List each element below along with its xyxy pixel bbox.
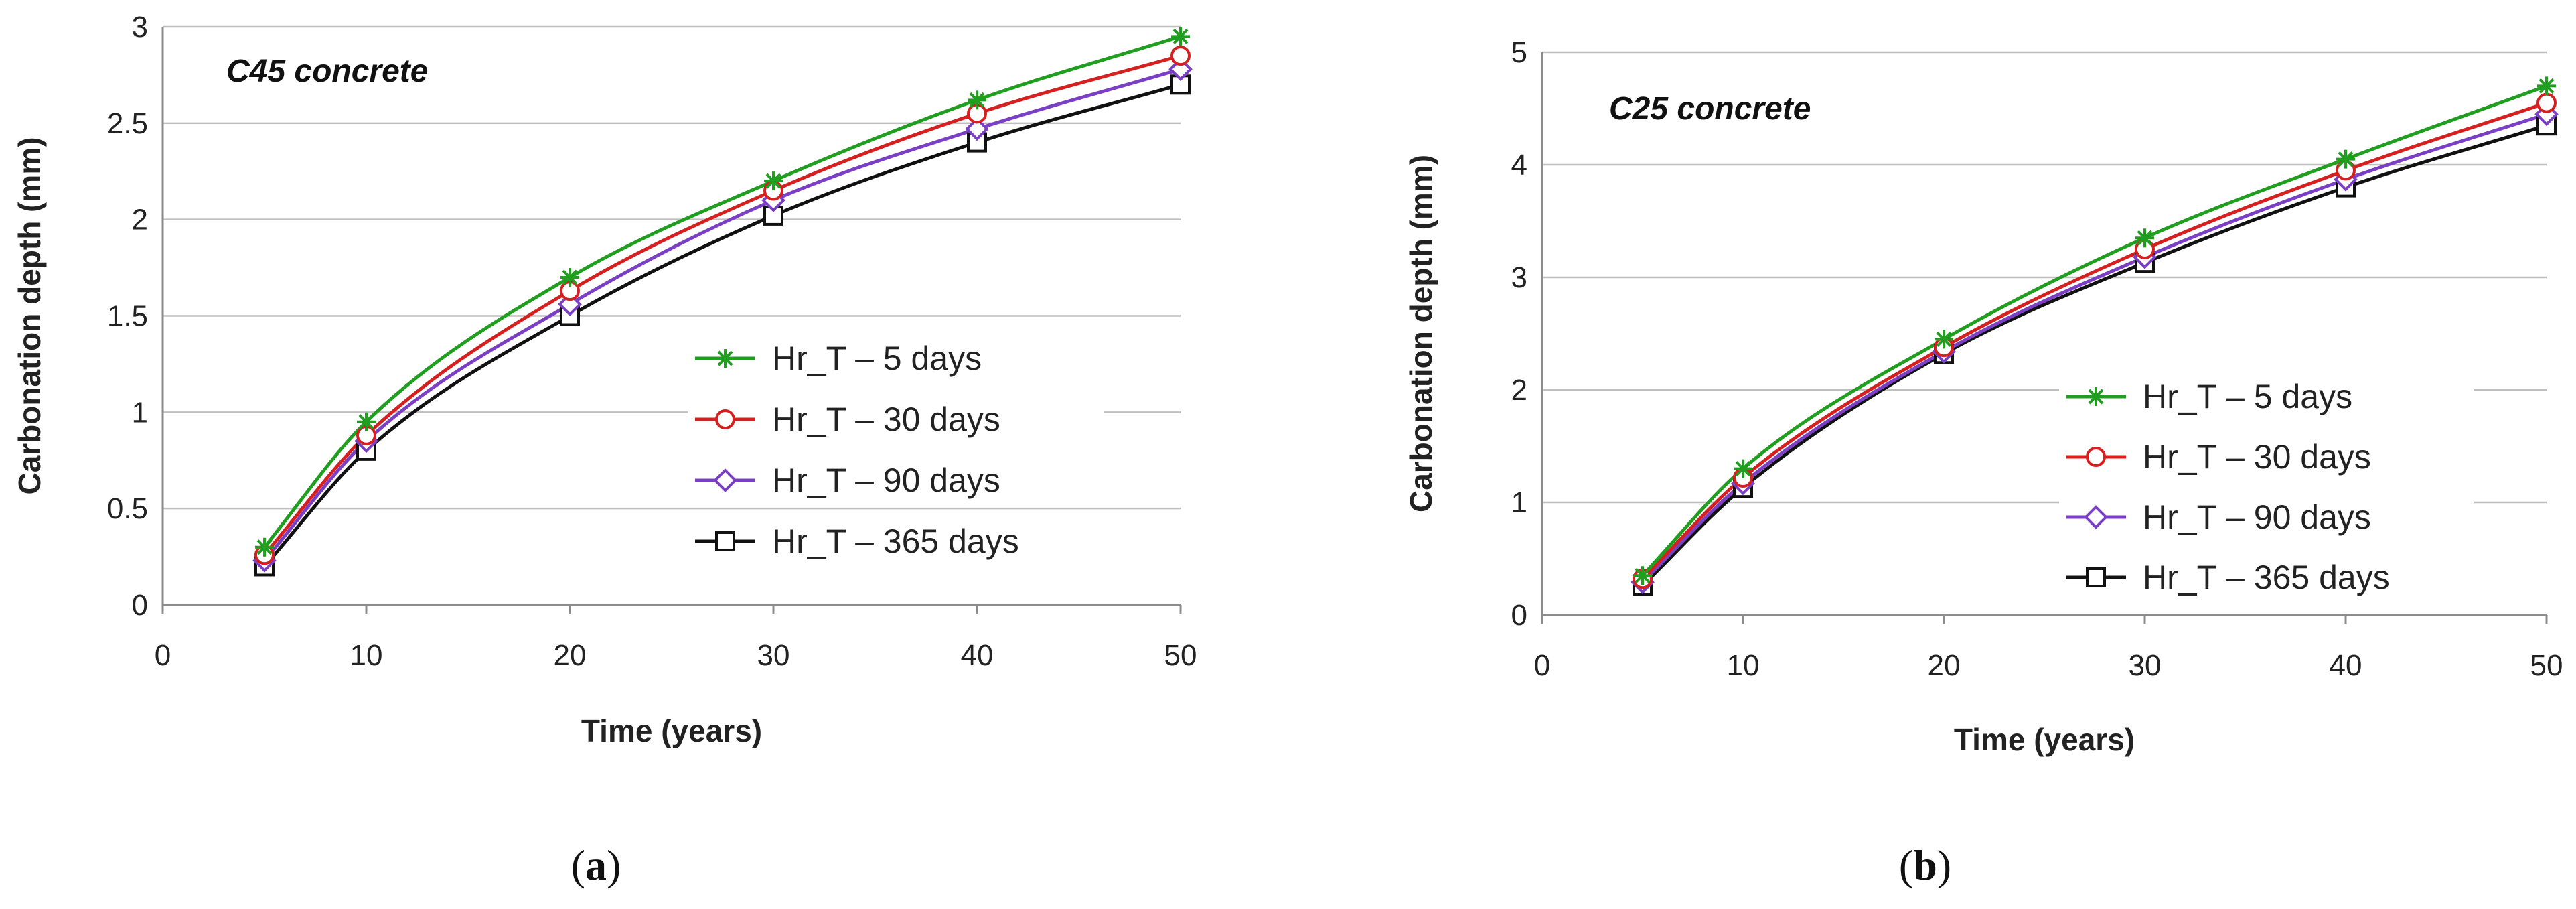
legend-background: [2059, 435, 2474, 477]
data-point: [2537, 76, 2556, 96]
data-point: [1734, 459, 1752, 478]
series-markers-1: [1633, 76, 2556, 585]
legend: Hr_T – 5 days Hr_T – 30 days Hr_T – 90 day…: [2059, 375, 2474, 598]
legend-label: Hr_T – 365 days: [2143, 559, 2390, 596]
series-markers-1: [255, 27, 1190, 557]
y-tick-label: 0: [132, 589, 148, 622]
y-axis-title: Carbonation depth (mm): [12, 137, 47, 494]
legend-background: [688, 459, 1104, 500]
chart-panel-a: 0 0.5 1 1.5 2 2.5 3 0 10 20 30 40 50 Time (years) Carb…: [0, 0, 1259, 909]
legend-background: [688, 398, 1104, 439]
y-tick-label: 3: [132, 11, 148, 44]
legend-swatch-marker: [713, 468, 737, 492]
y-tick-label: 2.5: [107, 107, 148, 140]
y-tick-label: 2: [1511, 374, 1527, 407]
data-point: [2135, 228, 2154, 248]
y-tick-label: 1.5: [107, 300, 148, 333]
data-point: [764, 171, 783, 191]
legend-label: Hr_T – 90 days: [2143, 498, 2371, 536]
legend-label: Hr_T – 90 days: [772, 462, 1000, 499]
x-tick-label: 50: [1164, 639, 1197, 672]
legend-swatch-marker: [716, 349, 735, 368]
legend-background: [2059, 375, 2474, 417]
x-tick-label: 0: [1534, 649, 1550, 682]
data-point: [965, 117, 989, 141]
legend-background: [2059, 496, 2474, 537]
concrete-grade-annotation: C45 concrete: [226, 54, 428, 89]
legend-background: [2059, 556, 2474, 598]
legend-swatch-marker: [2086, 567, 2106, 587]
y-tick-label: 1: [132, 396, 148, 429]
data-point: [255, 537, 274, 557]
concrete-grade-annotation: C25 concrete: [1609, 91, 1811, 127]
x-tick-label: 30: [2129, 649, 2162, 682]
legend-swatch-marker: [715, 409, 735, 429]
x-axis-title: Time (years): [1954, 722, 2135, 757]
data-point: [1171, 27, 1190, 46]
legend: Hr_T – 5 days Hr_T – 30 days Hr_T – 90 day…: [688, 337, 1104, 561]
chart-panel-b: 0 1 2 3 4 5 0 10 20 30 40 50 Time (years) Carbonation…: [1326, 0, 2576, 909]
legend-label: Hr_T – 30 days: [772, 401, 1000, 438]
x-tick-label: 20: [1928, 649, 1961, 682]
legend-background: [688, 337, 1104, 378]
x-tick-label: 40: [2330, 649, 2362, 682]
legend-background: [688, 520, 1104, 561]
x-tick-label: 10: [350, 639, 383, 672]
y-tick-label: 5: [1511, 36, 1527, 69]
data-point: [357, 412, 376, 431]
data-point: [2336, 149, 2355, 169]
data-point: [968, 90, 986, 110]
x-tick-label: 20: [554, 639, 587, 672]
legend-label: Hr_T – 365 days: [772, 522, 1019, 560]
legend-label: Hr_T – 30 days: [2143, 438, 2371, 476]
x-tick-label: 40: [961, 639, 994, 672]
data-point: [1170, 46, 1191, 66]
panel-caption-b: (b): [1898, 841, 1952, 889]
legend-swatch-marker: [2087, 387, 2105, 406]
y-tick-label: 4: [1511, 149, 1527, 182]
x-tick-label: 10: [1727, 649, 1760, 682]
x-tick-label: 0: [155, 639, 171, 672]
legend-label: Hr_T – 5 days: [772, 340, 982, 377]
y-tick-label: 0: [1511, 599, 1527, 632]
data-point: [2536, 92, 2557, 113]
legend-swatch-marker: [715, 531, 735, 551]
legend-label: Hr_T – 5 days: [2143, 378, 2352, 415]
x-tick-label: 50: [2530, 649, 2563, 682]
y-tick-label: 0.5: [107, 492, 148, 525]
panel-caption-a: (a): [571, 841, 621, 889]
data-point: [560, 267, 579, 287]
data-point: [1633, 566, 1652, 585]
y-tick-label: 2: [132, 204, 148, 236]
data-point: [1935, 330, 1953, 349]
y-tick-label: 1: [1511, 486, 1527, 519]
y-tick-label: 3: [1511, 261, 1527, 294]
legend-swatch-marker: [2084, 505, 2108, 529]
legend-swatch-marker: [2086, 447, 2106, 467]
x-axis-title: Time (years): [581, 713, 762, 748]
x-tick-label: 30: [757, 639, 790, 672]
y-axis-title: Carbonation depth (mm): [1404, 155, 1438, 512]
